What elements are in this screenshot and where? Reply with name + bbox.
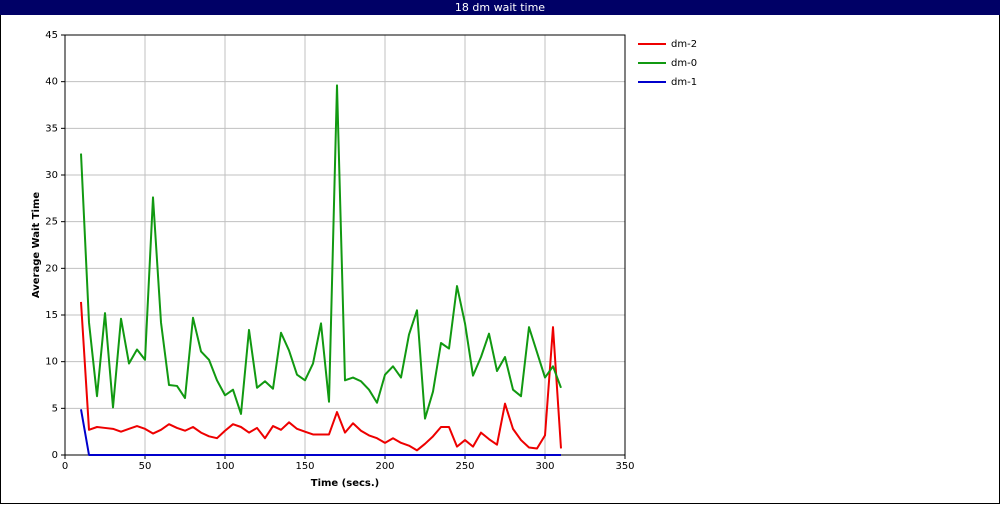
y-tick-label: 45 (45, 30, 58, 41)
series-line (80, 409, 561, 456)
series-line (80, 301, 562, 452)
x-tick-label: 350 (615, 461, 634, 472)
y-tick-label: 5 (52, 403, 58, 414)
x-tick-label: 300 (535, 461, 554, 472)
y-tick-label: 35 (45, 123, 58, 134)
x-tick-label: 100 (215, 461, 234, 472)
series-line (80, 84, 562, 420)
y-tick-label: 10 (45, 357, 58, 368)
y-axis-label: Average Wait Time (31, 192, 42, 299)
x-tick-label: 200 (375, 461, 394, 472)
x-tick-label: 0 (62, 461, 68, 472)
y-tick-label: 40 (45, 77, 58, 88)
x-tick-label: 150 (295, 461, 314, 472)
y-tick-label: 0 (52, 450, 58, 461)
y-tick-label: 25 (45, 217, 58, 228)
y-tick-label: 20 (45, 263, 58, 274)
chart-title: 18 dm wait time (455, 1, 545, 14)
x-tick-label: 50 (139, 461, 152, 472)
legend-label: dm-0 (671, 58, 697, 69)
y-tick-label: 15 (45, 310, 58, 321)
y-tick-label: 30 (45, 170, 58, 181)
legend-label: dm-2 (671, 39, 697, 50)
legend-label: dm-1 (671, 77, 697, 88)
title-bar (0, 0, 1000, 15)
x-axis-label: Time (secs.) (311, 478, 380, 489)
x-tick-label: 250 (455, 461, 474, 472)
